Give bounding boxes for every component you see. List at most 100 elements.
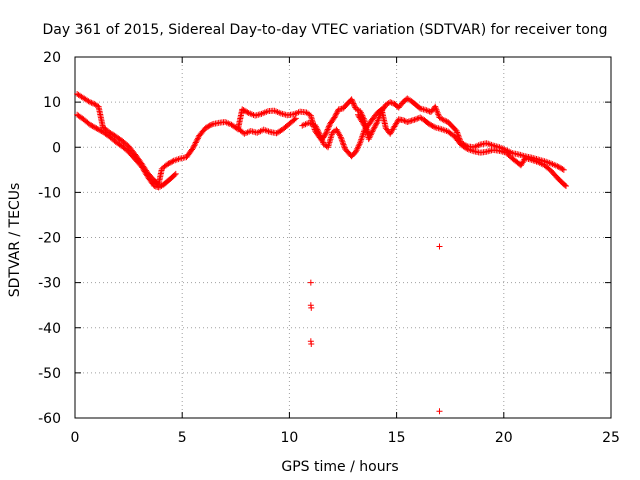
x-tick-label: 15 [388,430,406,446]
data-point [169,158,176,165]
y-tick-label: -40 [38,321,61,337]
data-point [204,124,211,131]
y-tick-label: -30 [38,276,61,292]
chart-title: Day 361 of 2015, Sidereal Day-to-day VTE… [42,22,607,38]
data-point [332,113,339,120]
data-point [387,99,394,106]
data-point [463,145,470,152]
data-point [558,165,565,172]
data-point [96,126,103,133]
data-point [440,117,447,124]
data-point [240,107,247,114]
data-point [90,123,97,130]
data-point [429,122,436,129]
data-point [340,140,346,147]
data-points [74,91,569,415]
data-point [168,159,175,166]
data-point [561,182,568,189]
y-tick-label: -10 [38,185,61,201]
y-tick-label: 10 [43,95,61,111]
data-point [338,137,345,144]
data-point [331,114,338,121]
data-point [244,109,251,116]
data-point [362,125,369,132]
data-point [454,129,461,136]
data-point [436,408,443,415]
data-point [194,136,201,143]
y-tick-labels: 20 10 0 -10 -20 -30 -40 -50 -60 [38,50,61,427]
data-point [363,126,370,133]
data-point [423,107,430,114]
data-point [365,129,372,136]
data-point [373,120,380,127]
data-point [362,123,369,130]
data-point [416,104,423,111]
data-point [325,125,332,132]
data-point [370,127,377,134]
data-point [317,132,324,139]
data-point [192,139,199,146]
data-point [427,121,434,128]
data-point [400,117,407,124]
data-point [560,166,567,173]
data-point [172,170,179,177]
data-point [556,164,563,171]
data-point [92,124,99,131]
data-point [351,103,358,110]
data-point [555,163,562,170]
data-point [372,121,379,128]
data-point [326,122,333,129]
data-point [171,171,178,178]
data-point [165,160,172,167]
data-point [87,99,94,106]
data-point [333,110,340,117]
x-axis-label: GPS time / hours [281,459,398,475]
data-point [370,125,377,132]
data-point [202,124,209,131]
data-point [87,121,94,128]
data-point [348,96,355,103]
data-point [190,143,197,150]
data-point [442,117,449,124]
x-tick-label: 25 [602,430,620,446]
data-point [324,126,331,133]
data-point [322,130,329,137]
data-point [428,122,435,129]
y-tick-label: -50 [38,366,61,382]
data-point [88,122,95,129]
data-point [192,140,199,147]
data-point [291,116,298,123]
data-point [308,304,315,311]
data-point [554,163,561,170]
data-point [189,145,196,152]
data-point [364,128,371,135]
data-point [241,107,248,114]
data-point [349,97,356,104]
data-point [314,126,321,133]
data-point [401,117,408,124]
data-point [316,130,323,137]
x-tick-labels: 0 5 10 15 20 25 [71,430,620,446]
data-point [453,128,460,135]
y-tick-label: -60 [38,411,61,427]
data-point [340,141,347,148]
data-point [338,135,345,142]
data-point [312,123,319,130]
data-point [425,120,432,127]
data-point [388,99,395,106]
data-point [562,183,569,190]
data-point [97,127,104,134]
data-point [430,123,437,130]
data-point [350,100,357,107]
data-point [341,143,348,150]
data-point [206,122,213,129]
data-point [207,121,214,128]
y-tick-label: 20 [43,50,61,66]
data-point [332,111,339,118]
data-point [426,108,433,115]
data-point [454,130,461,137]
x-tick-label: 5 [178,430,187,446]
data-point [89,123,96,130]
data-point [318,136,325,143]
data-point [371,124,378,131]
